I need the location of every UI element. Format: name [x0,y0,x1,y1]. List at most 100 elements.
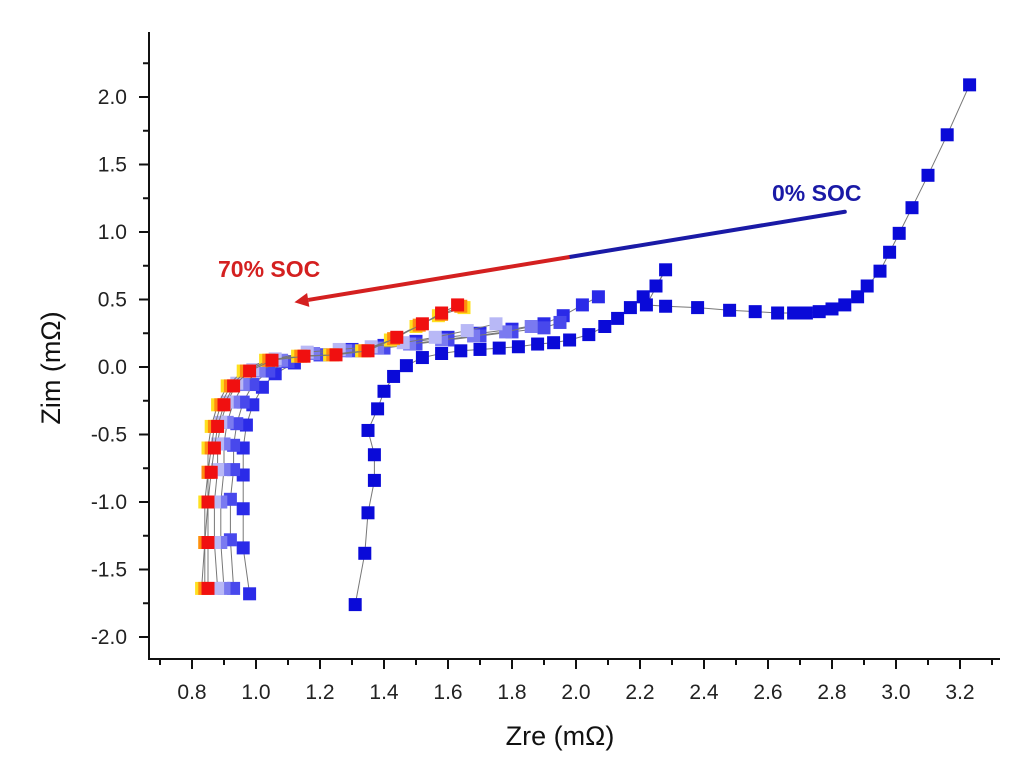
data-point [659,263,673,277]
data-point [825,302,839,316]
data-point [524,320,538,333]
data-point [211,419,225,433]
data-point [361,506,375,520]
data-point [415,317,429,331]
data-point [860,279,874,293]
axes-layer [148,32,1000,660]
data-point [329,348,343,362]
data-point [553,315,567,329]
data-point [473,342,487,356]
data-point [243,587,257,601]
soc-arrow [294,209,847,307]
series-0-soc [348,78,977,612]
annotation-70-soc: 70% SOC [218,256,320,282]
arrow-head [294,293,310,307]
y-axis-title: Zim (mΩ) [36,311,66,424]
data-point [204,465,218,479]
data-point [511,340,525,354]
ticks-layer: 0.8 1.0 1.2 1.4 1.6 1.8 2.0 2.2 2.4 2.6 2.8 3.0 3.2 -… [91,62,993,704]
y-tick-label: -1.5 [91,559,127,582]
y-tick-label: 1.5 [98,154,127,177]
data-point [812,305,826,319]
y-tick-label: 1.0 [98,221,127,244]
data-point [723,303,737,317]
data-point [415,351,429,365]
data-point [563,333,577,347]
data-point [201,581,215,595]
data-point [207,441,221,455]
data-point [787,306,801,320]
data-point [201,495,215,509]
data-point [963,78,977,92]
data-point [454,344,468,358]
x-tick-label: 1.6 [433,681,462,704]
data-point [367,473,381,487]
data-point [399,359,413,373]
data-point [358,546,372,560]
data-point [649,279,663,293]
data-point [691,301,705,315]
data-point [361,344,375,358]
y-tick-label: -0.5 [91,424,127,447]
data-point [460,324,474,338]
arrow-segment-70-soc [307,255,570,302]
data-point [748,305,762,319]
x-tick-label: 2.8 [817,681,846,704]
data-point [611,311,625,325]
data-point [236,541,250,555]
data-point [531,337,545,351]
data-point [367,448,381,462]
data-point [883,245,897,259]
data-point [435,347,449,360]
x-tick-label: 1.2 [305,681,334,704]
series-layer [195,78,977,612]
data-point [921,168,935,182]
data-point [940,128,954,142]
y-tick-label: 0.0 [98,356,127,379]
data-point [905,201,919,215]
x-tick-label: 0.8 [177,681,206,704]
annotation-0-soc: 0% SOC [772,180,861,206]
data-point [591,290,605,304]
data-point [435,306,449,320]
data-point [537,321,551,335]
data-point [451,298,465,312]
y-tick-label: 2.0 [98,86,127,109]
data-point [575,298,589,312]
data-point [659,299,673,313]
x-axis-title: Zre (mΩ) [506,721,615,751]
series-40-soc [207,317,503,595]
data-point [201,536,215,549]
data-point [371,402,385,416]
data-point [582,328,596,342]
data-point [639,298,653,312]
data-point [838,298,852,312]
data-point [873,264,887,278]
x-tick-label: 1.8 [497,681,526,704]
data-point [623,301,637,315]
data-point [390,330,404,344]
x-tick-label: 2.4 [689,681,719,704]
data-point [771,306,785,320]
data-point [799,306,813,320]
x-tick-label: 2.2 [625,681,654,704]
x-tick-label: 2.6 [753,681,782,704]
y-tick-label: -1.0 [91,491,127,514]
data-point [387,369,401,383]
series-70-soc [201,298,465,595]
data-point [297,349,311,363]
x-tick-label: 2.0 [561,681,590,704]
y-tick-label: 0.5 [98,289,127,312]
x-tick-label: 1.4 [369,681,399,704]
data-point [361,423,375,437]
data-point [492,341,506,355]
data-point [217,398,231,412]
data-point [236,502,250,516]
data-point [428,330,442,344]
data-point [892,226,906,240]
data-point [851,290,865,304]
data-point [489,317,503,331]
x-tick-label: 1.0 [241,681,270,704]
x-tick-label: 3.2 [945,681,974,704]
